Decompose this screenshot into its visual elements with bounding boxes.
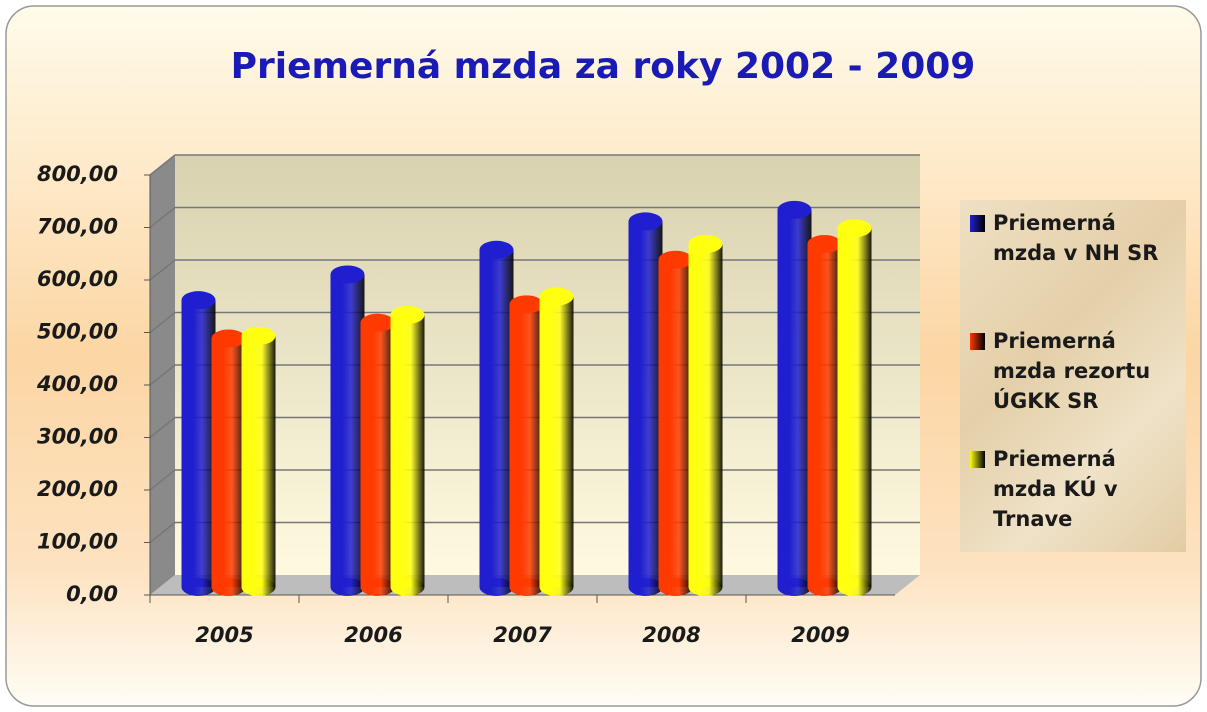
y-tick-label: 500,00 xyxy=(37,320,118,344)
bar xyxy=(807,244,842,587)
bar-base xyxy=(837,578,872,596)
x-tick-label: 2009 xyxy=(791,623,849,647)
bar-cap xyxy=(777,200,812,219)
y-tick-label: 700,00 xyxy=(37,215,118,239)
bar xyxy=(211,338,246,587)
chart-title: Priemerná mzda za roky 2002 - 2009 xyxy=(231,46,976,87)
y-tick-label: 100,00 xyxy=(37,530,118,554)
bar-base xyxy=(181,578,216,596)
bar-cap xyxy=(390,305,425,324)
bar-cap xyxy=(181,291,216,310)
bar-base xyxy=(211,578,246,596)
grid-line xyxy=(149,154,920,176)
legend-swatch xyxy=(970,215,985,232)
bar-base xyxy=(658,578,693,596)
bar-base xyxy=(509,578,544,596)
bar-cap xyxy=(241,326,276,345)
legend-label: Priemerná mzda v NH SR xyxy=(993,211,1159,265)
bar xyxy=(688,244,723,587)
bar xyxy=(628,221,663,588)
bar-base xyxy=(539,578,574,596)
bar-cap xyxy=(628,212,663,231)
bar-cap xyxy=(330,265,365,284)
bar-cap xyxy=(807,235,842,253)
legend-item: Priemerná mzda rezortu ÚGKK SR xyxy=(970,326,1176,444)
legend-swatch xyxy=(970,451,985,468)
x-tick-label: 2005 xyxy=(195,623,253,647)
bar-base xyxy=(479,578,514,596)
y-tick-label: 400,00 xyxy=(36,372,118,396)
bar xyxy=(777,209,812,587)
bar-cap xyxy=(658,250,693,269)
x-tick-label: 2007 xyxy=(493,623,552,647)
bar-cap xyxy=(509,295,544,314)
bar-base xyxy=(330,578,365,596)
bar-base xyxy=(628,578,663,596)
legend-item: Priemerná mzda KÚ v Trnave xyxy=(970,444,1176,544)
bar-cap xyxy=(688,235,723,253)
x-tick-label: 2006 xyxy=(344,623,402,647)
bar-base xyxy=(688,578,723,596)
y-tick-label: 200,00 xyxy=(37,477,118,501)
legend: Priemerná mzda v NH SR Priemerná mzda rez… xyxy=(960,200,1186,552)
legend-item: Priemerná mzda v NH SR xyxy=(970,208,1176,326)
bar xyxy=(360,322,395,587)
grid-line xyxy=(149,206,920,229)
bar xyxy=(330,274,365,587)
bar-cap xyxy=(211,329,246,348)
bar xyxy=(181,300,216,587)
bar-cap xyxy=(479,240,514,259)
bar xyxy=(390,314,425,587)
legend-swatch xyxy=(970,333,985,350)
bar-cap xyxy=(360,313,395,332)
legend-label: Priemerná mzda rezortu ÚGKK SR xyxy=(993,329,1151,413)
bar-base xyxy=(241,578,276,596)
y-tick-label: 300,00 xyxy=(37,425,118,449)
bar-base xyxy=(390,578,425,596)
bar xyxy=(509,304,544,587)
y-tick-label: 0,00 xyxy=(66,582,118,606)
x-tick-label: 2008 xyxy=(642,623,700,647)
y-tick-label: 800,00 xyxy=(37,162,118,186)
bar-cap xyxy=(539,287,574,306)
bar xyxy=(479,249,514,587)
bar xyxy=(837,228,872,587)
bar xyxy=(539,296,574,587)
legend-label: Priemerná mzda KÚ v Trnave xyxy=(993,447,1118,531)
y-tick-label: 600,00 xyxy=(37,267,118,291)
bar-cap xyxy=(837,219,872,238)
bar xyxy=(658,259,693,587)
bar-base xyxy=(777,578,812,596)
bar xyxy=(241,335,276,587)
bar-base xyxy=(360,578,395,596)
bar-base xyxy=(807,578,842,596)
